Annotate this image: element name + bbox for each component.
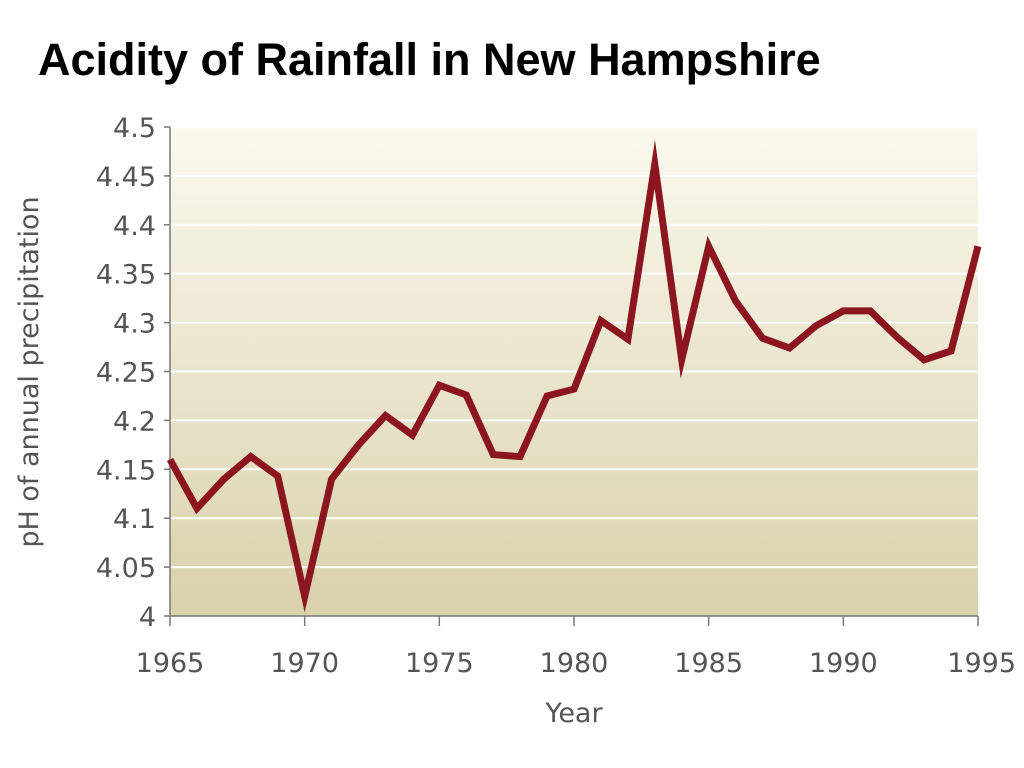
x-tick-label: 1970 xyxy=(270,648,339,679)
y-axis-label: pH of annual precipitation xyxy=(14,196,45,547)
y-tick-label: 4.5 xyxy=(113,113,156,144)
x-tick-label: 1980 xyxy=(540,648,609,679)
x-tick-label: 1975 xyxy=(405,648,474,679)
x-tick-label: 1965 xyxy=(136,648,205,679)
slide-title: Acidity of Rainfall in New Hampshire xyxy=(38,34,821,85)
series-layer xyxy=(166,139,982,613)
axes xyxy=(164,126,979,626)
series-line xyxy=(166,139,982,613)
y-tick-label: 4.25 xyxy=(96,358,156,389)
y-tick-label: 4.4 xyxy=(113,211,156,242)
y-tick-label: 4.45 xyxy=(96,162,156,193)
grid-lines xyxy=(170,126,978,569)
y-tick-label: 4.15 xyxy=(96,455,156,486)
y-tick-label: 4.35 xyxy=(96,260,156,291)
x-tick-label: 1995 xyxy=(947,648,1016,679)
x-tick-label: 1985 xyxy=(674,648,743,679)
x-axis-label: Year xyxy=(544,698,603,729)
tick-labels: 4 4.05 4.1 4.15 4.2 4.25 4.3 4.35 4.4 4.45 4.5 1965… xyxy=(96,113,1016,679)
y-tick-label: 4.05 xyxy=(96,553,156,584)
x-tick-label: 1990 xyxy=(809,648,878,679)
y-tick-label: 4 xyxy=(139,602,156,633)
y-tick-label: 4.3 xyxy=(113,309,156,340)
y-tick-label: 4.2 xyxy=(113,406,156,437)
y-tick-label: 4.1 xyxy=(113,504,156,535)
